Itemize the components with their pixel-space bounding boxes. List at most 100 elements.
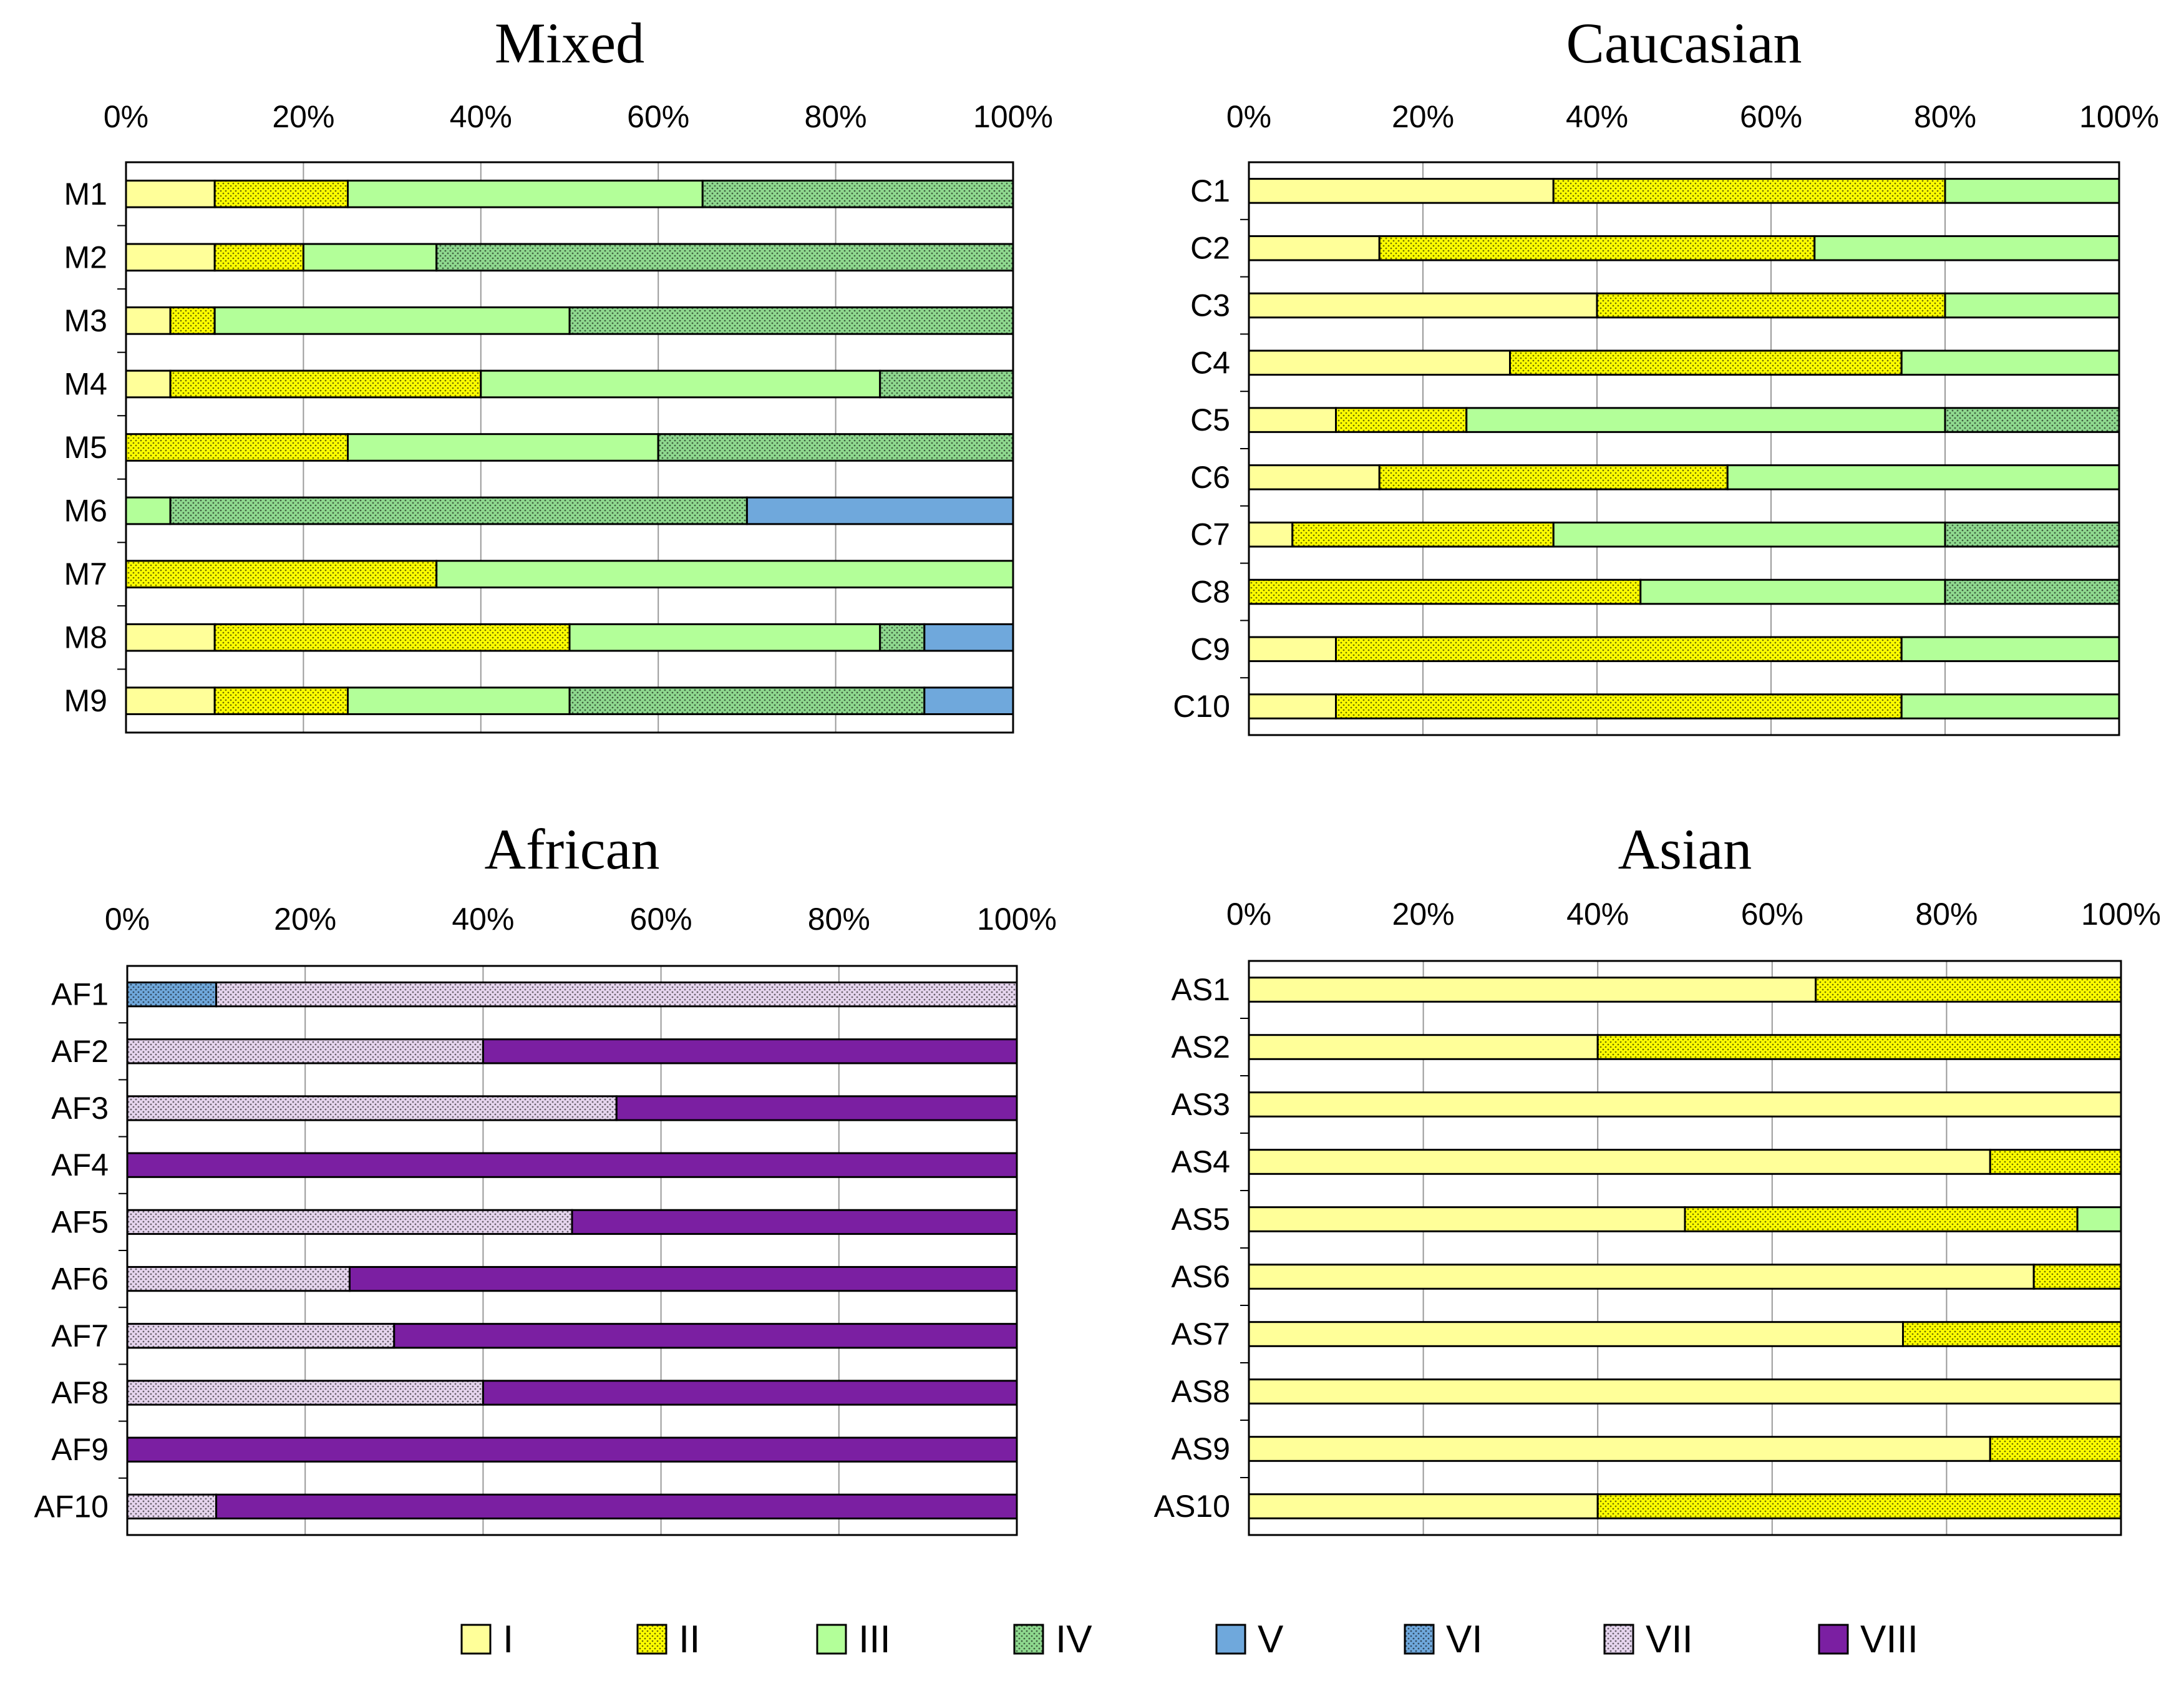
bar-segment-af6-vii — [126, 1265, 351, 1292]
category-label: AS7 — [1171, 1317, 1230, 1352]
x-axis-ticks: 0% 20% 40% 60% 80% 100% — [1226, 99, 2159, 134]
bar-segment-af8-vii — [126, 1380, 484, 1406]
bars — [1248, 178, 2120, 719]
x-axis-ticks: 0% 20% 40% 60% 80% 100% — [105, 902, 1057, 937]
legend-swatch-viii — [1818, 1624, 1849, 1655]
bar-segment-m2-ii — [213, 243, 304, 272]
bar-segment-c1-iii — [1944, 178, 2120, 204]
category-label: AS6 — [1171, 1259, 1230, 1294]
bar-segment-c6-ii — [1378, 464, 1729, 490]
x-tick-label: 60% — [1741, 897, 1803, 932]
bar-segment-af5-viii — [571, 1209, 1018, 1235]
bar-segment-af3-vii — [126, 1095, 618, 1121]
bar-segment-c6-iii — [1726, 464, 2120, 490]
bar-segment-m8-v — [923, 623, 1014, 652]
bar-segment-m6-v — [745, 496, 1014, 525]
category-label: AS3 — [1171, 1087, 1230, 1122]
y-axis-labels: M1 M2 M3 M4 M5 M6 M7 M8 M9 — [64, 177, 126, 718]
x-tick-label: 100% — [977, 902, 1057, 937]
bar-segment-af5-vii — [126, 1209, 573, 1235]
bar-segment-as6-i — [1248, 1264, 2035, 1290]
bar-segment-c3-i — [1248, 292, 1598, 319]
chart-mixed: Mixed 0% 20% 40% 60% 80% 100% M1M2M3M4M5M6M7M… — [64, 11, 1053, 734]
category-label: C9 — [1190, 631, 1230, 666]
bar-segment-m9-i — [125, 686, 216, 716]
bar-segment-c4-iii — [1900, 349, 2120, 376]
category-label: M3 — [64, 303, 107, 338]
bar-segment-as4-i — [1248, 1149, 1991, 1175]
category-label: C2 — [1190, 231, 1230, 266]
bar-segment-m3-iv — [568, 306, 1014, 335]
x-tick-label: 40% — [450, 99, 512, 134]
category-label: M5 — [64, 430, 107, 465]
legend-label: IV — [1056, 1618, 1092, 1661]
category-label: AF4 — [51, 1148, 109, 1182]
x-tick-label: 20% — [274, 902, 336, 937]
bar-segment-as9-ii — [1989, 1436, 2122, 1462]
category-label: AF7 — [51, 1318, 109, 1353]
bar-segment-as5-i — [1248, 1206, 1686, 1232]
category-label: M9 — [64, 683, 107, 718]
x-tick-label: 20% — [1392, 99, 1454, 134]
category-label: M8 — [64, 620, 107, 655]
bar-segment-c2-i — [1248, 235, 1381, 261]
bar-segment-m6-iv — [169, 496, 748, 525]
x-axis-ticks: 0% 20% 40% 60% 80% 100% — [1226, 897, 2161, 932]
category-label: AS2 — [1171, 1030, 1230, 1065]
bar-segment-m4-i — [125, 369, 172, 399]
category-label: C4 — [1190, 345, 1230, 380]
x-tick-label: 20% — [272, 99, 334, 134]
chart-title: Caucasian — [1566, 11, 1802, 75]
category-label: C7 — [1190, 517, 1230, 552]
bar-segment-c10-iii — [1900, 693, 2120, 719]
x-tick-label: 100% — [2081, 897, 2161, 932]
bar-segment-m3-i — [125, 306, 172, 335]
legend-label: VI — [1446, 1618, 1483, 1661]
bar-segment-c9-i — [1248, 636, 1337, 663]
bar-segment-m5-ii — [125, 433, 349, 462]
bar-segment-c1-ii — [1552, 178, 1946, 204]
bar-segment-af2-viii — [482, 1038, 1018, 1065]
bar-segment-c5-iv — [1944, 407, 2120, 433]
bar-segment-af3-viii — [615, 1095, 1018, 1121]
bar-segment-af2-vii — [126, 1038, 484, 1065]
bar-segment-c5-iii — [1465, 407, 1946, 433]
plot-frame — [1248, 960, 2122, 1536]
x-tick-label: 0% — [105, 902, 150, 937]
category-label: AF1 — [51, 977, 109, 1012]
legend-swatch-v — [1215, 1624, 1246, 1655]
bar-segment-c2-iii — [1813, 235, 2120, 261]
bars — [125, 179, 1014, 716]
x-tick-label: 0% — [104, 99, 148, 134]
bar-segment-m8-iii — [568, 623, 881, 652]
category-label: AF9 — [51, 1432, 109, 1467]
category-label: C6 — [1190, 460, 1230, 495]
plot-frame — [1248, 161, 2120, 736]
bar-segment-c2-ii — [1378, 235, 1816, 261]
bar-segment-as4-ii — [1989, 1149, 2122, 1175]
x-tick-label: 100% — [973, 99, 1053, 134]
bar-segment-af7-viii — [393, 1323, 1018, 1349]
category-label: C3 — [1190, 288, 1230, 323]
category-label: AF6 — [51, 1262, 109, 1297]
bar-segment-as2-ii — [1596, 1034, 2122, 1060]
category-label: C1 — [1190, 173, 1230, 208]
bar-segment-c6-i — [1248, 464, 1381, 490]
bar-segment-af1-vii — [215, 981, 1018, 1008]
bar-segment-c5-ii — [1335, 407, 1468, 433]
bar-segment-as1-ii — [1815, 977, 2122, 1003]
bar-segment-m6-iii — [125, 496, 172, 525]
bar-segment-af10-vii — [126, 1493, 218, 1520]
bar-segment-c7-iv — [1944, 521, 2120, 548]
x-tick-label: 80% — [808, 902, 870, 937]
category-label: AS5 — [1171, 1202, 1230, 1237]
bar-segment-af1-vi — [126, 981, 218, 1008]
x-tick-label: 0% — [1226, 99, 1271, 134]
category-label: AS8 — [1171, 1374, 1230, 1409]
bar-segment-c4-i — [1248, 349, 1511, 376]
bar-segment-as5-ii — [1684, 1206, 2079, 1232]
bar-segment-m4-iii — [480, 369, 881, 399]
x-tick-label: 100% — [2079, 99, 2159, 134]
chart-title: African — [485, 817, 660, 881]
bar-segment-m2-iv — [435, 243, 1014, 272]
